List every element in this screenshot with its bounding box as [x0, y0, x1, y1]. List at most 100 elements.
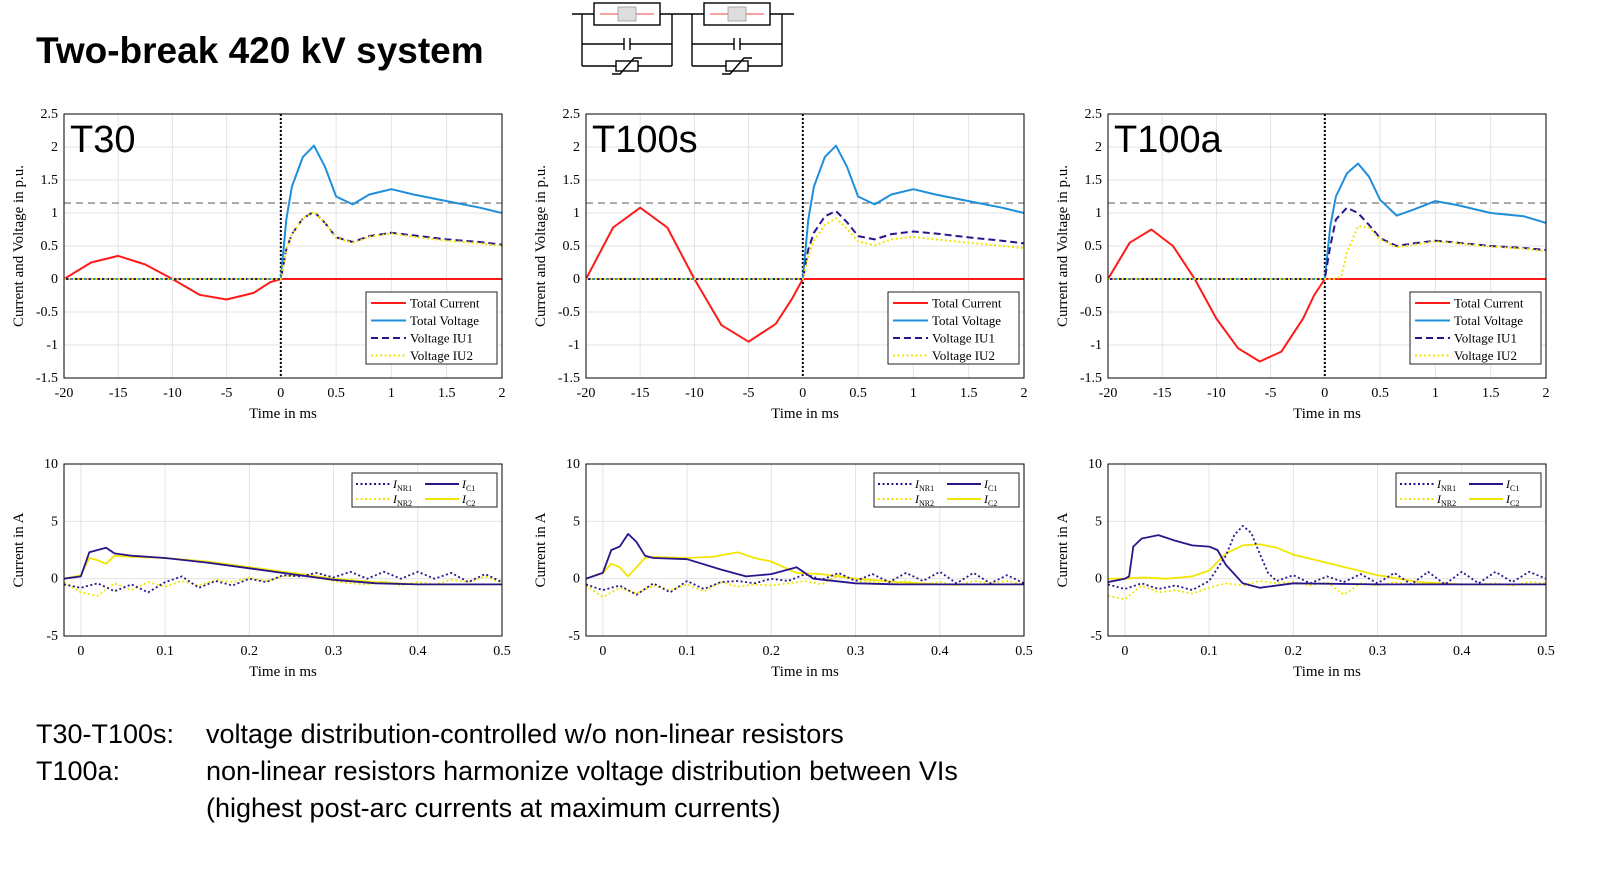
x-tick-label: -10: [1207, 386, 1226, 401]
series-line: [586, 206, 1024, 343]
x-tick-label: 0.1: [156, 644, 174, 659]
y-tick-label: -5: [1090, 629, 1102, 644]
x-tick-label: 0: [799, 386, 806, 401]
post-arc-current-plot: 0 0.1 0.2 0.3 0.4 0.5 -5 0 5 10 Time in ms Current …: [11, 457, 511, 680]
series-line: [1108, 534, 1546, 589]
legend-label: Voltage IU1: [932, 331, 995, 346]
y-tick-label: -1: [46, 338, 58, 353]
note-row: T100a: non-linear resistors harmonize vo…: [36, 753, 958, 790]
legend-label: Voltage IU1: [410, 331, 473, 346]
y-tick-label: 10: [566, 457, 580, 472]
y-tick-label: 1.5: [563, 173, 581, 188]
y-tick-label: 2.5: [41, 107, 59, 122]
series-line: [1108, 543, 1546, 586]
y-tick-label: 1: [573, 206, 580, 221]
x-tick-label: 0.4: [931, 644, 949, 659]
y-tick-label: 10: [1088, 457, 1102, 472]
x-axis-label: Time in ms: [1293, 406, 1361, 422]
legend-label: Total Current: [410, 296, 480, 311]
plot-frame: [63, 463, 503, 637]
plots-area: -20 -15 -10 -5 0 0.5 1 1.5 2-1.5-1-0.500.511.522…: [11, 107, 1555, 680]
x-tick-label: 0: [277, 386, 284, 401]
y-tick-label: 0: [51, 572, 58, 587]
x-tick-label: 0: [77, 644, 84, 659]
y-tick-label: 1.5: [41, 173, 59, 188]
post-arc-current-plot: 0 0.1 0.2 0.3 0.4 0.5 -5 0 5 10 Time in ms Current …: [533, 457, 1033, 680]
x-tick-label: 1: [1432, 386, 1439, 401]
y-tick-label: -1.5: [1080, 371, 1102, 386]
legend-label: Total Voltage: [932, 313, 1001, 328]
x-tick-label: 0: [599, 644, 606, 659]
y-tick-label: 0.5: [563, 239, 581, 254]
y-axis-label: Current and Voltage in p.u.: [533, 165, 549, 327]
x-tick-label: 1.5: [1482, 386, 1500, 401]
panel-label: T100a: [1114, 119, 1223, 161]
y-tick-label: 2.5: [563, 107, 581, 122]
legend-label: Voltage IU1: [1454, 331, 1517, 346]
y-tick-label: -0.5: [36, 305, 58, 320]
x-tick-label: 1.5: [438, 386, 456, 401]
series-line: [586, 144, 1024, 280]
legend-label: Total Voltage: [1454, 313, 1523, 328]
voltage-current-plot: -20 -15 -10 -5 0 0.5 1 1.5 2 -1.5 -1 -0.5 0 0.5 1 1.5 2 2…: [533, 107, 1028, 422]
x-tick-label: -5: [1265, 386, 1277, 401]
post-arc-current-plot: 0 0.1 0.2 0.3 0.4 0.5 -5 0 5 10 Time in ms Current …: [1055, 457, 1555, 680]
series-line: [64, 144, 502, 280]
y-tick-label: -5: [568, 629, 580, 644]
legend-label: Voltage IU2: [1454, 348, 1517, 363]
y-tick-label: 0: [51, 272, 58, 287]
series-line: [586, 533, 1024, 586]
y-tick-label: 0: [1095, 272, 1102, 287]
note-text: (highest post-arc currents at maximum cu…: [206, 793, 781, 823]
x-tick-label: 0.5: [849, 386, 867, 401]
note-key: T100a:: [36, 756, 121, 786]
note-key: [36, 790, 206, 827]
x-tick-label: 0.4: [1453, 644, 1471, 659]
notes: T30-T100s: voltage distribution-controll…: [36, 716, 958, 827]
voltage-current-plot: -20 -15 -10 -5 0 0.5 1 1.5 2 -1.5 -1 -0.5 0 0.5 1 1.5 2 2…: [1055, 107, 1550, 422]
x-tick-label: 0.5: [1537, 644, 1555, 659]
series-line: [64, 570, 502, 594]
y-tick-label: -1: [1090, 338, 1102, 353]
x-tick-label: -10: [163, 386, 182, 401]
y-tick-label: 5: [51, 514, 58, 529]
y-axis-label: Current and Voltage in p.u.: [11, 165, 27, 327]
x-tick-label: 0: [1321, 386, 1328, 401]
x-tick-label: -15: [631, 386, 650, 401]
y-tick-label: -0.5: [1080, 305, 1102, 320]
plot-frame: [63, 113, 503, 379]
legend-label: Voltage IU2: [932, 348, 995, 363]
y-tick-label: -0.5: [558, 305, 580, 320]
y-tick-label: 10: [44, 457, 58, 472]
note-row: T30-T100s: voltage distribution-controll…: [36, 716, 958, 753]
x-tick-label: 0.1: [678, 644, 696, 659]
y-axis-label: Current in A: [1055, 512, 1071, 587]
x-tick-label: 0.3: [1369, 644, 1387, 659]
y-tick-label: 5: [1095, 514, 1102, 529]
voltage-current-plot: -20 -15 -10 -5 0 0.5 1 1.5 2 -1.5 -1 -0.5 0 0.5 1 1.5 2 2…: [11, 107, 506, 422]
y-tick-label: 1.5: [1085, 173, 1103, 188]
x-tick-label: 0.2: [241, 644, 259, 659]
x-tick-label: -5: [743, 386, 755, 401]
y-tick-label: -1: [568, 338, 580, 353]
y-tick-label: 0: [573, 572, 580, 587]
x-tick-label: 1.5: [960, 386, 978, 401]
x-tick-label: 2: [499, 386, 506, 401]
x-axis-label: Time in ms: [1293, 664, 1361, 680]
note-key: T30-T100s:: [36, 719, 175, 749]
x-tick-label: 0.5: [493, 644, 511, 659]
series-line: [64, 210, 502, 280]
panel-label: T100s: [592, 119, 698, 161]
x-tick-label: 0: [1121, 644, 1128, 659]
legend-box: [1395, 472, 1542, 508]
x-tick-label: -20: [1099, 386, 1118, 401]
note-text: non-linear resistors harmonize voltage d…: [206, 756, 958, 786]
y-tick-label: 2: [1095, 140, 1102, 155]
y-axis-label: Current in A: [533, 512, 549, 587]
x-tick-label: 0.2: [763, 644, 781, 659]
y-tick-label: 0: [573, 272, 580, 287]
y-tick-label: 5: [573, 514, 580, 529]
x-tick-label: -5: [221, 386, 233, 401]
note-row: (highest post-arc currents at maximum cu…: [36, 790, 958, 827]
x-tick-label: -15: [1153, 386, 1172, 401]
